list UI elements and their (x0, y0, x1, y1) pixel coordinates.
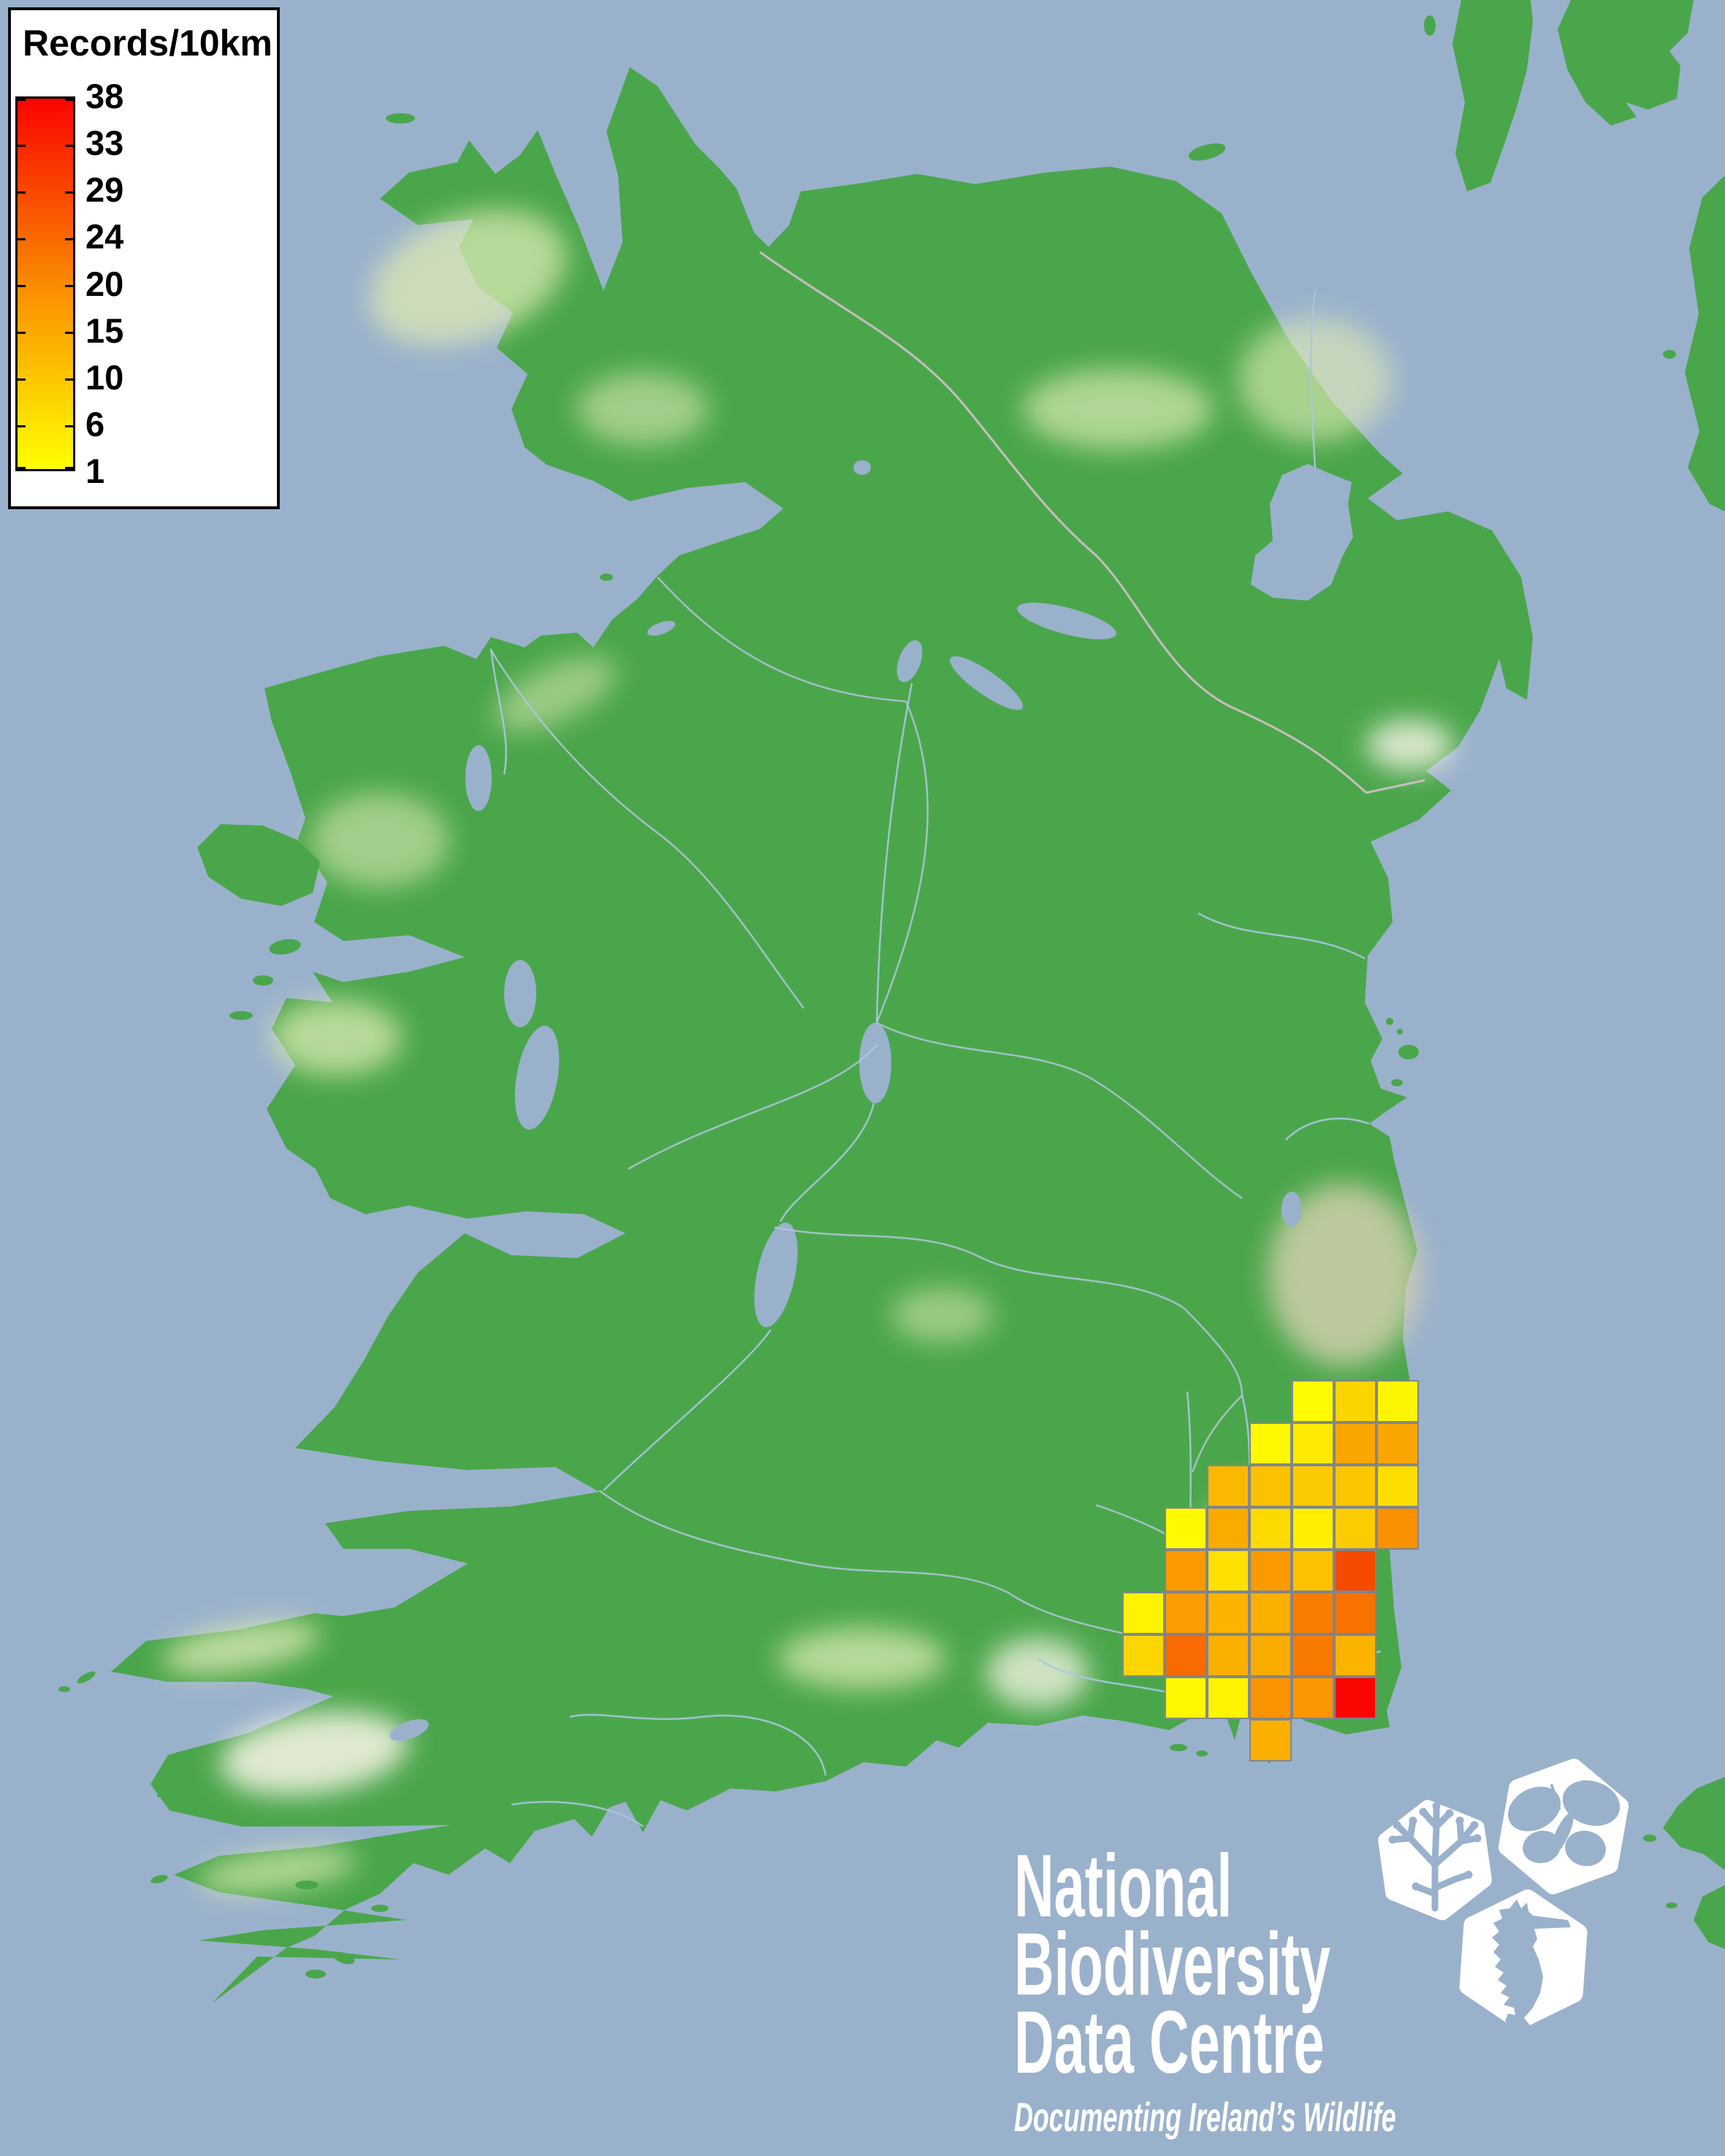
grid-cell (1249, 1634, 1292, 1677)
grid-cell (1292, 1465, 1334, 1507)
legend-tick (18, 425, 26, 428)
wales-coast-fragment (1643, 1777, 1725, 1949)
grid-cell (1334, 1677, 1376, 1719)
islands (58, 113, 1419, 1978)
legend-tick-label: 20 (85, 264, 124, 303)
legend-color-ramp (15, 96, 75, 471)
grid-cell (1376, 1507, 1419, 1550)
grid-cell (1292, 1634, 1334, 1677)
legend-title: Records/10km (23, 23, 273, 64)
legend-tick-label: 24 (85, 217, 124, 256)
legend-tick (18, 191, 26, 194)
boundary-lines (490, 576, 1244, 1645)
scotland-islands (1424, 0, 1725, 511)
grid-cell (1165, 1677, 1207, 1719)
grid-cell (1207, 1465, 1249, 1507)
grid-cell (1249, 1422, 1292, 1465)
legend: Records/10km 38 33 29 24 20 15 10 6 1 (8, 7, 280, 509)
legend-tick-label: 10 (85, 357, 124, 397)
grid-cell (1334, 1465, 1376, 1507)
legend-tick (65, 144, 73, 147)
grid-cell (1334, 1592, 1376, 1634)
legend-tick-label: 29 (85, 170, 124, 210)
grid-cell (1292, 1550, 1334, 1592)
grid-cell (1292, 1507, 1334, 1550)
legend-tick-label: 6 (85, 404, 105, 443)
grid-cell (1334, 1550, 1376, 1592)
lough-neagh (1251, 464, 1353, 601)
grid-cell (1376, 1380, 1419, 1422)
grid-cell (1292, 1677, 1334, 1719)
ni-border (759, 251, 1425, 794)
legend-tick-label: 15 (85, 311, 124, 350)
legend-tick (18, 467, 26, 469)
legend-tick-label: 38 (85, 77, 124, 115)
legend-tick (65, 237, 73, 240)
grid-cell (1207, 1507, 1249, 1550)
grid-cell (1207, 1677, 1249, 1719)
legend-tick-label: 33 (85, 123, 124, 163)
grid-cell (1376, 1465, 1419, 1507)
legend-tick (18, 237, 26, 240)
grid-cell (1292, 1380, 1334, 1422)
grid-cell (1207, 1550, 1249, 1592)
legend-tick (18, 285, 26, 287)
grid-cell (1292, 1592, 1334, 1634)
legend-tick (65, 191, 73, 194)
grid-cell (1165, 1592, 1207, 1634)
legend-tick (65, 99, 73, 101)
legend-tick (65, 332, 73, 335)
grid-cell (1249, 1507, 1292, 1550)
grid-cell (1122, 1634, 1165, 1677)
legend-tick (65, 467, 73, 469)
grid-cell (1207, 1634, 1249, 1677)
legend-tick-label: 1 (85, 452, 105, 490)
grid-cell (1249, 1550, 1292, 1592)
legend-tick (18, 144, 26, 147)
grid-cell (1292, 1422, 1334, 1465)
grid-cell (1165, 1634, 1207, 1677)
grid-cell (1376, 1422, 1419, 1465)
grid-cell (1122, 1592, 1165, 1634)
legend-tick (18, 332, 26, 335)
grid-cell (1165, 1550, 1207, 1592)
grid-cell (1249, 1677, 1292, 1719)
grid-cell (1334, 1422, 1376, 1465)
grid-cell (1334, 1380, 1376, 1422)
grid-cell (1249, 1465, 1292, 1507)
legend-tick (65, 378, 73, 381)
legend-tick (65, 285, 73, 287)
lakes (389, 460, 1353, 1741)
grid-cell (1249, 1592, 1292, 1634)
legend-tick (18, 99, 26, 101)
grid-cell (1249, 1719, 1292, 1761)
legend-tick (65, 425, 73, 428)
grid-cell (1207, 1592, 1249, 1634)
grid-cell (1165, 1507, 1207, 1550)
grid-cell (1334, 1507, 1376, 1550)
grid-cell (1334, 1634, 1376, 1677)
legend-tick (18, 378, 26, 381)
